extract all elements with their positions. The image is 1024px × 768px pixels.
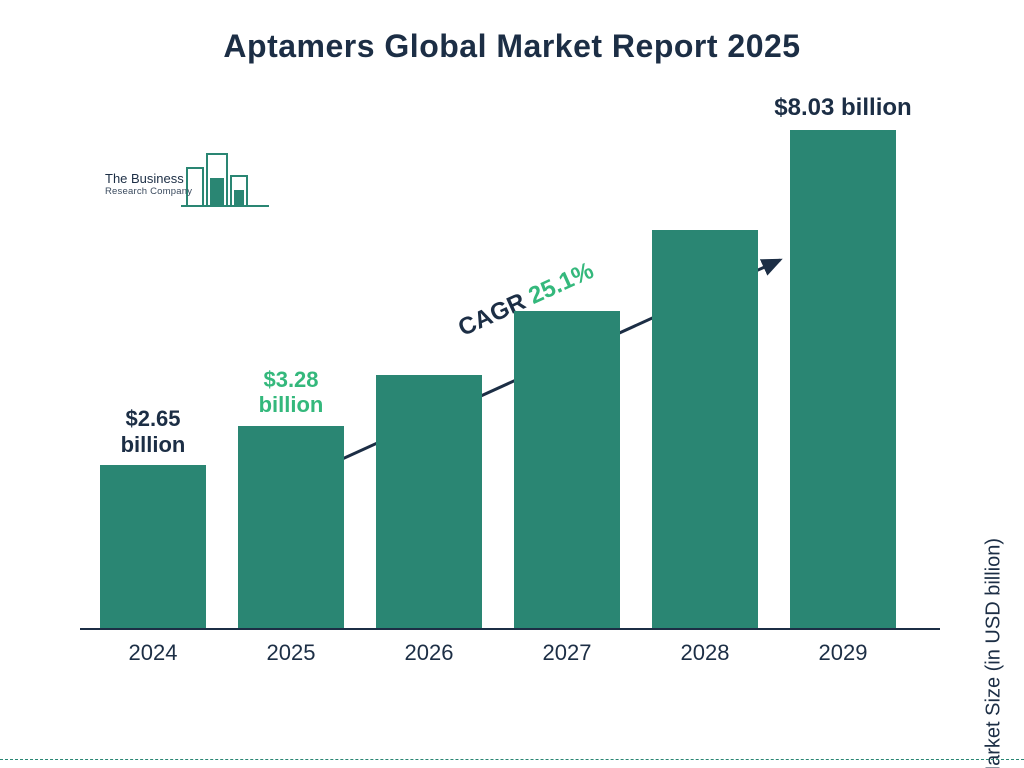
x-tick-label: 2025 [238,640,344,666]
bar-2029: 2029$8.03 billion [790,130,896,630]
x-tick-label: 2024 [100,640,206,666]
chart-title: Aptamers Global Market Report 2025 [0,28,1024,65]
bars-group: 2024$2.65billion 2025$3.28billion 2026 2027… [90,130,930,630]
bar-2025: 2025$3.28billion [238,426,344,630]
x-tick-label: 2026 [376,640,482,666]
x-tick-label: 2029 [790,640,896,666]
bar-2024: 2024$2.65billion [100,465,206,630]
chart-container: Aptamers Global Market Report 2025 The B… [0,0,1024,768]
bottom-dashed-rule [0,759,1024,760]
bar-2027: 2027 [514,311,620,630]
chart-area: CAGR 25.1% 2024$2.65billion2025$3.28bill… [90,130,930,670]
x-axis-line [80,628,940,630]
y-axis-label: Market Size (in USD billion) [983,538,1006,768]
bar-value-label: $3.28billion [212,367,371,426]
bar-2028: 2028 [652,230,758,630]
x-tick-label: 2027 [514,640,620,666]
x-tick-label: 2028 [652,640,758,666]
bar-2026: 2026 [376,375,482,630]
bar-value-label: $2.65billion [74,406,233,465]
bar-value-label: $8.03 billion [764,94,923,130]
